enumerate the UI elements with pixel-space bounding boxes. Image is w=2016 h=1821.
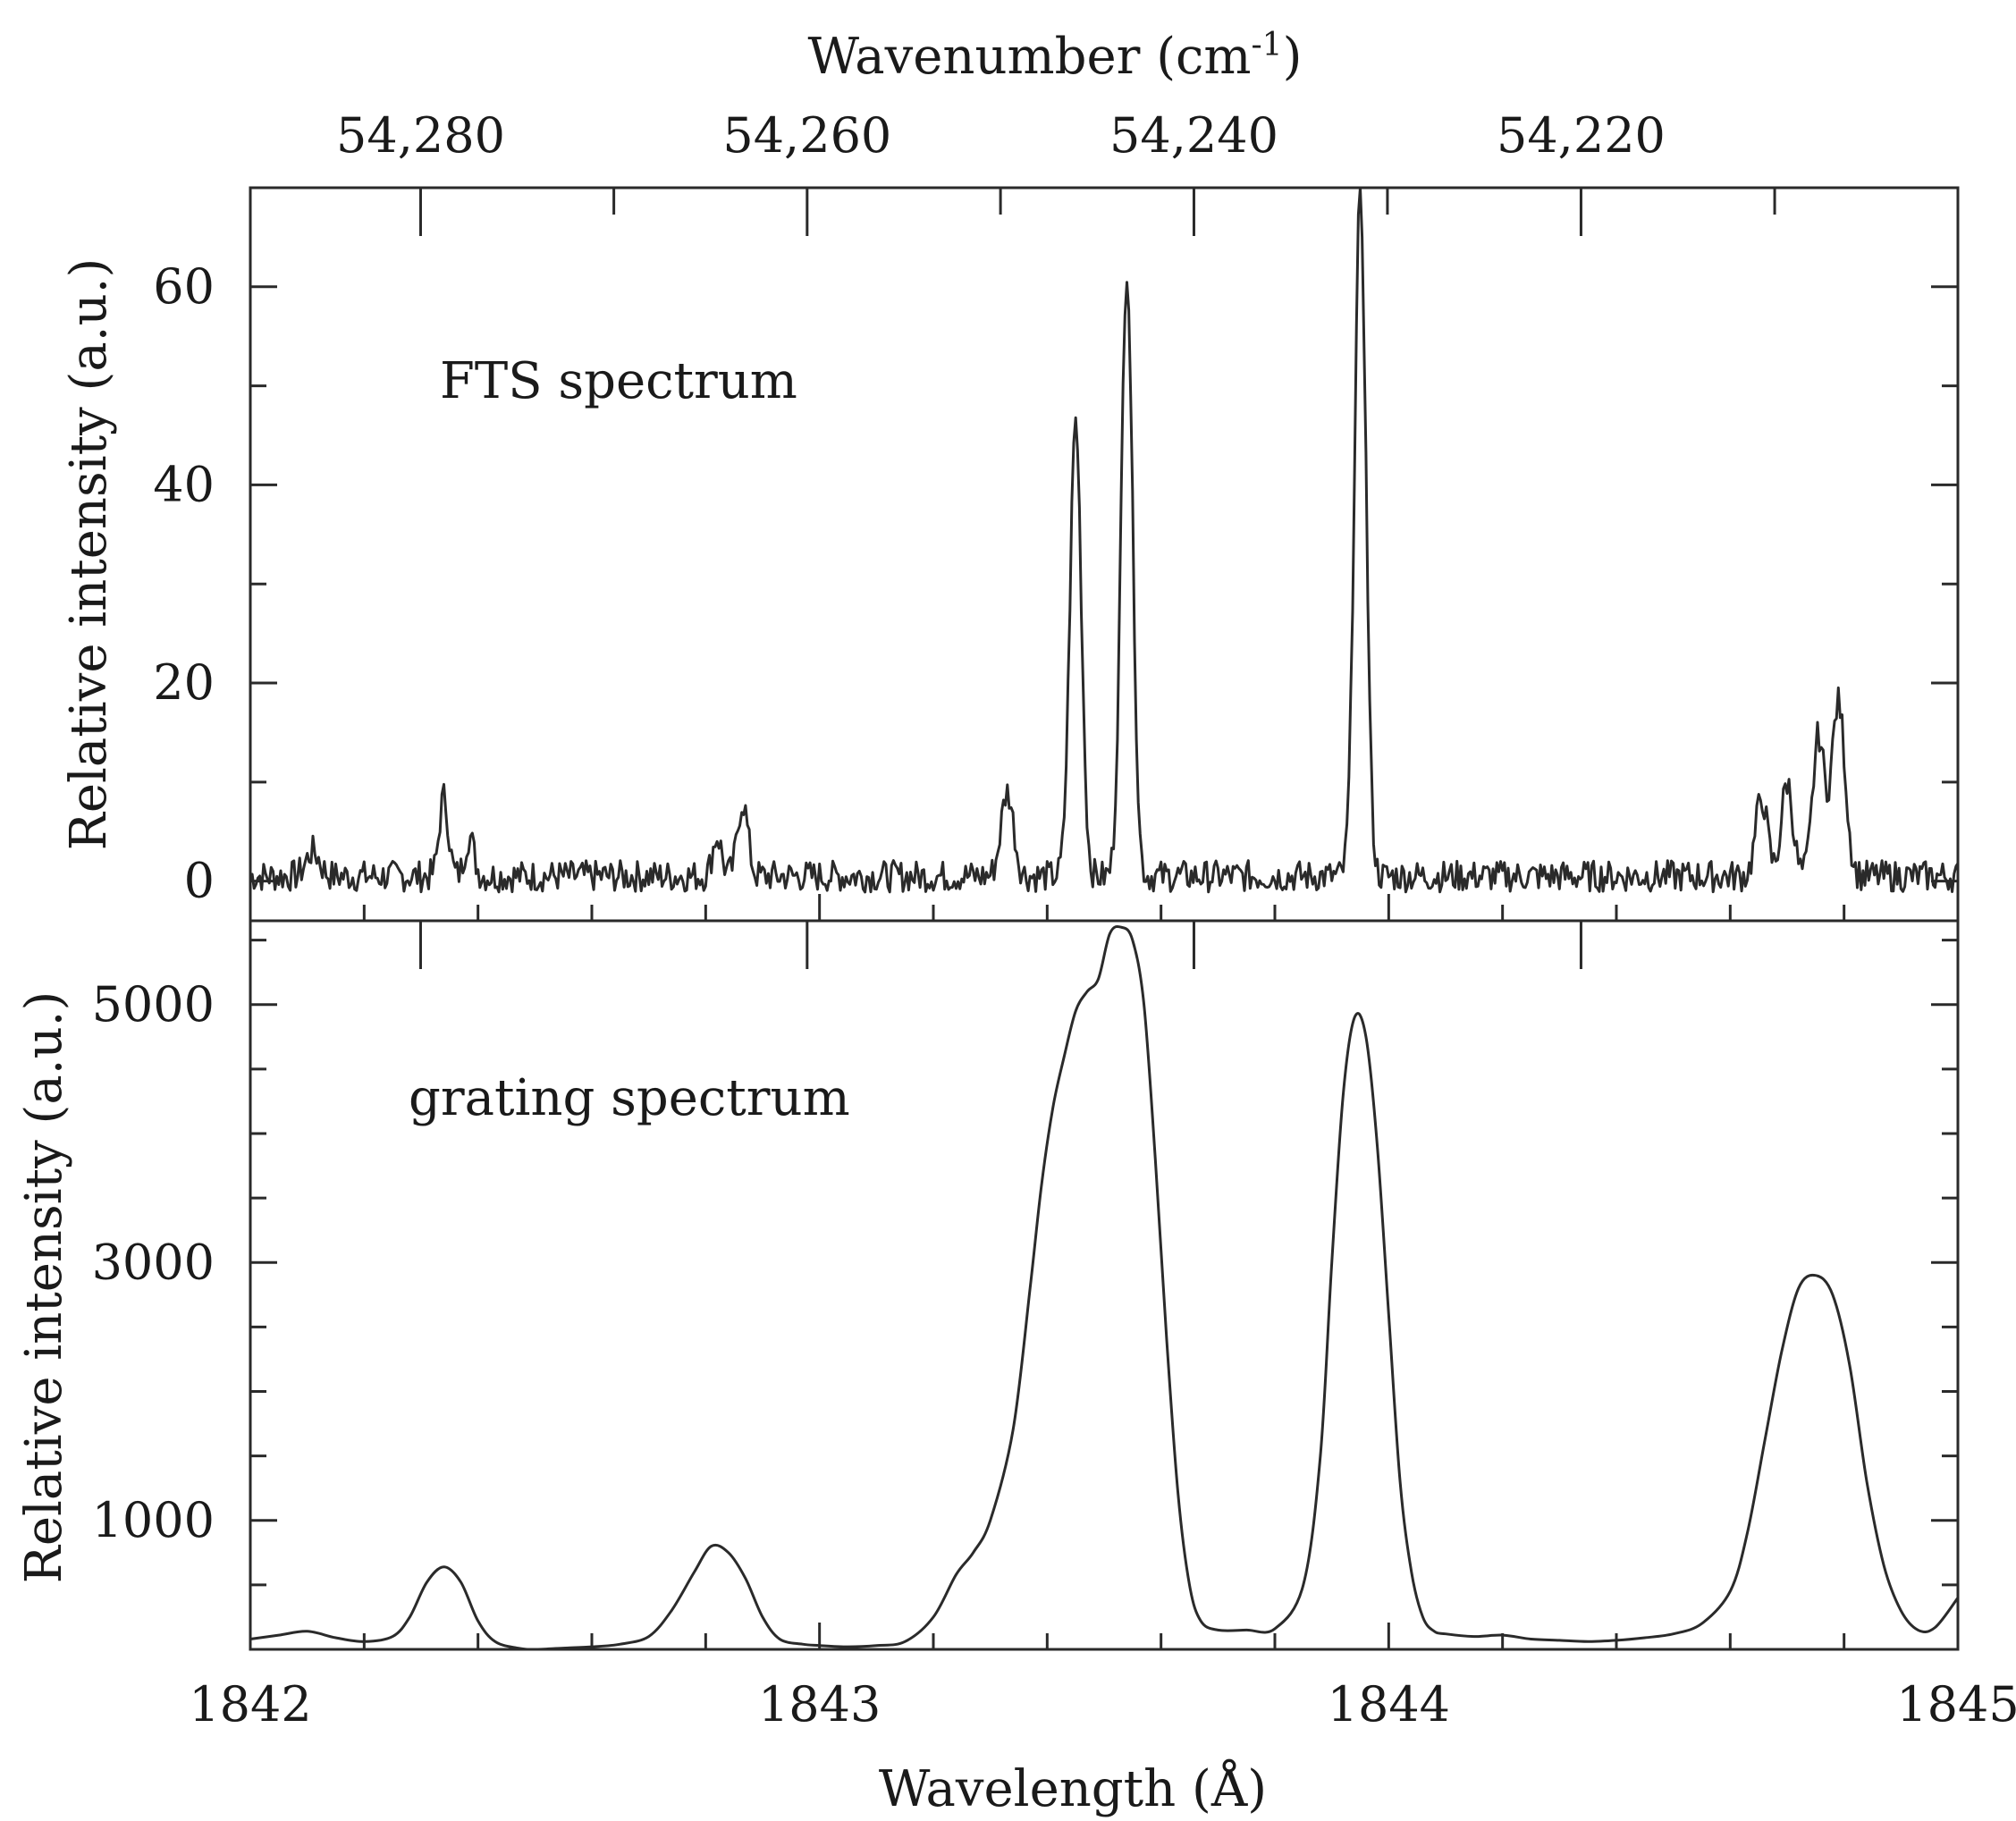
bottom-y-axis-title: Relative intensity (a.u.) [15, 991, 73, 1584]
wavenumber-tick-label: 54,260 [722, 107, 891, 164]
wavelength-tick-label: 1843 [758, 1676, 881, 1732]
bottom-panel-frame [249, 919, 1960, 1651]
x-axis-title: Wavelength (Å) [879, 1758, 1267, 1818]
wavelength-tick-label: 1844 [1328, 1676, 1450, 1732]
wavenumber-tick-label: 54,240 [1109, 107, 1278, 164]
wavelength-tick-label: 1842 [189, 1676, 311, 1732]
fts-spectrum-label: FTS spectrum [440, 352, 797, 410]
top-y-tick-label: 20 [153, 654, 215, 711]
bottom-y-tick-label: 5000 [92, 976, 215, 1033]
top-y-tick-label: 0 [184, 853, 215, 909]
top-axis-title: Wavenumber (cm-1) [808, 27, 1303, 86]
top-y-axis-title: Relative intensity (a.u.) [60, 258, 118, 851]
wavenumber-tick-label: 54,280 [336, 107, 505, 164]
wavelength-tick-label: 1845 [1896, 1676, 2016, 1732]
spectrum-traces [249, 186, 1960, 1651]
top-y-tick-label: 40 [153, 456, 215, 512]
wavenumber-tick-label: 54,220 [1497, 107, 1666, 164]
fts-spectrum-line [249, 186, 1960, 894]
top-panel-ticks: 0 20 40 60 54,280 54,260 54,240 54,220 [153, 107, 1958, 969]
top-panel-frame [249, 186, 1960, 923]
bottom-y-tick-label: 1000 [92, 1492, 215, 1548]
grating-spectrum-label: grating spectrum [409, 1069, 850, 1127]
grating-spectrum-line [249, 924, 1960, 1651]
bottom-y-tick-label: 3000 [92, 1234, 215, 1290]
bottom-panel-ticks: 1000 3000 5000 1842 1843 1844 1845 [92, 894, 2016, 1732]
top-y-tick-label: 60 [153, 258, 215, 315]
